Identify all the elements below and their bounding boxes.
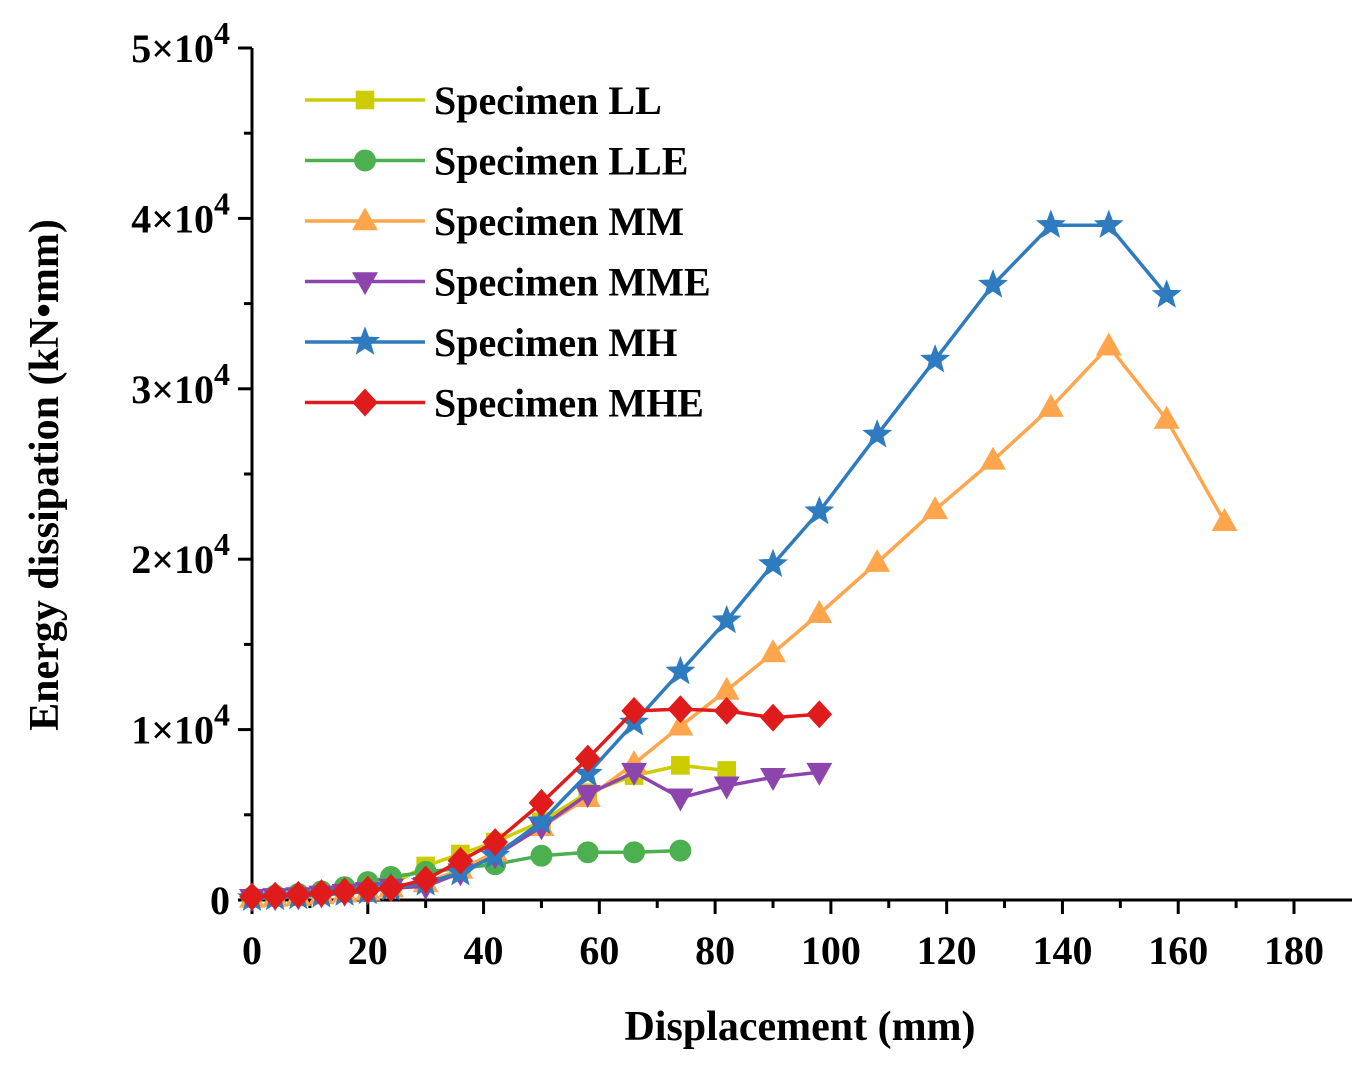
x-axis-title: Displacement (mm) [624, 1004, 975, 1050]
data-point-specimen-lle [623, 841, 646, 864]
legend-marker [354, 149, 376, 172]
legend: Specimen LL Specimen LLE Specimen MM Specim… [305, 78, 711, 426]
data-point-specimen-ll [671, 756, 690, 775]
data-point-specimen-mm [667, 712, 694, 736]
legend-label: Specimen MH [434, 320, 677, 365]
x-tick-label: 0 [242, 928, 262, 973]
data-point-specimen-mhe [262, 881, 288, 910]
y-axis-title: Energy dissipation (kN•mm) [22, 219, 68, 731]
y-tick-label: 5×104 [131, 15, 230, 71]
data-point-specimen-mhe [447, 846, 474, 875]
data-point-specimen-mh [862, 419, 893, 448]
data-point-specimen-mhe [331, 877, 358, 906]
data-point-specimen-mm [806, 600, 833, 624]
y-tick-label: 2×104 [131, 526, 230, 582]
series-specimen-mhe [239, 695, 833, 911]
data-point-specimen-mhe [760, 703, 786, 732]
x-tick-label: 180 [1264, 928, 1324, 973]
x-tick-label: 40 [464, 928, 504, 973]
data-point-specimen-mhe [308, 879, 335, 908]
legend-label: Specimen LL [434, 78, 662, 123]
data-point-specimen-mh [665, 655, 696, 685]
data-point-specimen-mm [1211, 508, 1238, 532]
data-point-specimen-mme [621, 762, 648, 786]
x-tick-label: 20 [348, 928, 388, 973]
data-point-specimen-mhe [378, 874, 404, 903]
legend-label: Specimen MHE [434, 381, 704, 426]
y-tick-label: 1×104 [131, 697, 230, 753]
data-point-specimen-mm [713, 676, 740, 700]
data-point-specimen-lle [669, 839, 692, 862]
data-point-specimen-mm [1095, 332, 1122, 356]
y-tick-label: 0 [210, 878, 230, 923]
data-point-specimen-mhe [285, 880, 312, 909]
data-point-specimen-mm [760, 639, 786, 663]
x-tick-label: 140 [1032, 928, 1092, 973]
data-point-specimen-mm [1153, 405, 1180, 429]
legend-item-specimen-ll: Specimen LL [305, 78, 662, 123]
x-tick-label: 120 [917, 928, 977, 973]
legend-marker [352, 207, 378, 231]
x-tick-label: 80 [695, 928, 735, 973]
data-point-specimen-mhe [239, 882, 265, 911]
data-point-specimen-mm [864, 548, 891, 572]
x-tick-label: 60 [579, 928, 619, 973]
y-tick-label: 4×104 [131, 185, 230, 241]
legend-item-specimen-mhe: Specimen MHE [305, 381, 704, 426]
data-point-specimen-mh [804, 495, 835, 525]
data-point-specimen-mh [978, 269, 1008, 298]
data-point-specimen-mme [760, 768, 786, 791]
data-point-specimen-mm [1037, 393, 1064, 417]
data-point-specimen-mm [922, 496, 949, 520]
data-point-specimen-lle [576, 841, 599, 864]
legend-item-specimen-mh: Specimen MH [305, 320, 677, 365]
data-point-specimen-mhe [354, 875, 381, 904]
data-point-specimen-mh [1151, 279, 1182, 308]
plot-series [237, 209, 1238, 912]
data-point-specimen-lle [530, 844, 553, 867]
data-point-specimen-mme [713, 776, 740, 800]
legend-item-specimen-mme: Specimen MME [305, 260, 711, 305]
data-point-specimen-mhe [528, 788, 555, 817]
legend-item-specimen-lle: Specimen LLE [305, 139, 688, 184]
data-point-specimen-mh [758, 548, 788, 578]
data-point-specimen-mh [920, 344, 951, 373]
x-tick-label: 160 [1148, 928, 1208, 973]
series-specimen-mh [237, 209, 1182, 912]
data-point-specimen-mhe [806, 700, 833, 729]
legend-marker [355, 90, 375, 110]
series-line-specimen-mh [251, 223, 1168, 901]
data-point-specimen-mme [574, 785, 601, 809]
x-ticks: 0 20 40 60 80 100 120 140 160 180 [242, 900, 1324, 973]
legend-marker [350, 326, 380, 355]
y-ticks: 0 1×104 2×104 3×104 4×104 5×104 [131, 15, 252, 923]
series-line-specimen-mm [251, 344, 1227, 901]
data-point-specimen-mm [980, 446, 1006, 470]
x-tick-label: 100 [801, 928, 861, 973]
data-point-specimen-mhe [482, 828, 508, 857]
series-specimen-mm [239, 332, 1238, 908]
data-point-specimen-mh [1035, 209, 1066, 238]
axes: 0 20 40 60 80 100 120 140 160 180 0 1×104 2×104 3×10… [131, 15, 1352, 973]
legend-label: Specimen MM [434, 199, 684, 244]
legend-item-specimen-mm: Specimen MM [305, 199, 684, 244]
y-tick-label: 3×104 [131, 356, 230, 412]
data-point-specimen-mh [711, 604, 742, 634]
legend-marker [352, 272, 378, 296]
legend-label: Specimen MME [434, 260, 711, 305]
data-point-specimen-mh [1093, 209, 1124, 238]
legend-label: Specimen LLE [434, 139, 688, 184]
data-point-specimen-mme [806, 762, 833, 786]
data-point-specimen-mhe [621, 696, 647, 725]
data-point-specimen-mhe [412, 865, 439, 894]
data-point-specimen-mhe [667, 695, 694, 724]
data-point-specimen-mhe [574, 744, 601, 773]
data-point-specimen-mme [667, 788, 694, 812]
data-point-specimen-mhe [713, 696, 740, 725]
legend-marker [352, 388, 378, 417]
data-point-specimen-mh [526, 805, 557, 835]
